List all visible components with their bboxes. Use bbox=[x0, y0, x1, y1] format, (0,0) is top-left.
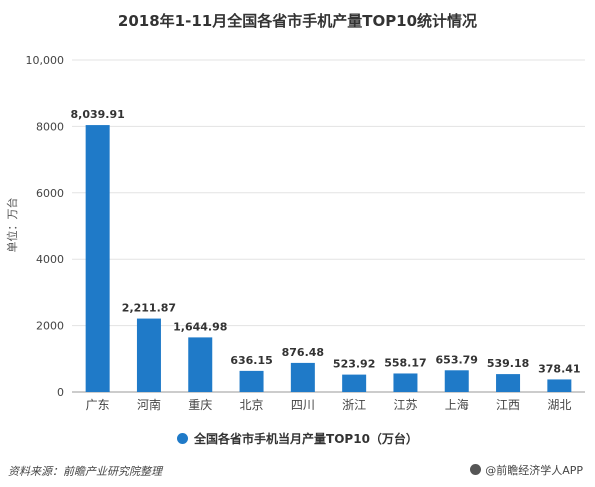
bar bbox=[188, 337, 213, 392]
data-label: 1,644.98 bbox=[173, 320, 227, 333]
legend-swatch-icon bbox=[177, 433, 189, 444]
legend-label: 全国各省市手机当月产量TOP10（万台） bbox=[194, 432, 418, 446]
x-tick-label: 四川 bbox=[291, 398, 315, 412]
brand-label: @前瞻经济学人APP bbox=[485, 464, 583, 477]
data-labels: 8,039.91 2,211.87 1,644.98 636.15 876.48 523.… bbox=[71, 108, 581, 375]
bar bbox=[136, 318, 161, 392]
data-label: 378.41 bbox=[538, 362, 580, 375]
x-axis-ticks: 广东 河南 重庆 北京 四川 浙江 江苏 上海 江西 湖北 bbox=[86, 397, 572, 412]
data-label: 539.18 bbox=[487, 357, 529, 370]
bar bbox=[239, 370, 264, 392]
brand-note: @前瞻经济学人APP bbox=[470, 462, 583, 478]
data-label: 876.48 bbox=[282, 346, 324, 359]
x-tick-label: 河南 bbox=[137, 397, 161, 412]
data-label: 2,211.87 bbox=[122, 302, 176, 315]
x-tick-label: 江苏 bbox=[393, 398, 417, 412]
data-label: 8,039.91 bbox=[71, 108, 125, 121]
y-tick-label: 4000 bbox=[36, 253, 64, 266]
source-note: 资料来源：前瞻产业研究院整理 bbox=[8, 465, 162, 478]
y-tick-label: 2000 bbox=[36, 320, 64, 333]
x-tick-label: 湖北 bbox=[547, 397, 571, 412]
data-label: 636.15 bbox=[230, 354, 272, 367]
y-axis-ticks: 0 2000 4000 6000 8000 10,000 bbox=[26, 54, 65, 399]
brand-logo-icon bbox=[470, 464, 482, 475]
bar bbox=[290, 362, 315, 392]
y-tick-label: 0 bbox=[57, 386, 64, 399]
y-tick-label: 8000 bbox=[36, 120, 64, 133]
legend: 全国各省市手机当月产量TOP10（万台） bbox=[0, 430, 595, 447]
bar bbox=[342, 374, 367, 392]
data-label: 653.79 bbox=[436, 353, 478, 366]
x-tick-label: 上海 bbox=[445, 397, 469, 412]
bar bbox=[547, 379, 572, 392]
bar bbox=[85, 125, 110, 393]
x-tick-label: 江西 bbox=[496, 398, 520, 412]
chart-title: 2018年1-11月全国各省市手机产量TOP10统计情况 bbox=[117, 12, 478, 30]
x-tick-label: 广东 bbox=[86, 398, 110, 412]
bar bbox=[496, 374, 521, 392]
y-axis-label: 单位：万台 bbox=[6, 197, 19, 253]
bar bbox=[393, 373, 418, 392]
x-tick-label: 北京 bbox=[240, 398, 264, 412]
data-label: 523.92 bbox=[333, 358, 375, 371]
y-tick-label: 10,000 bbox=[26, 54, 65, 67]
bar bbox=[444, 370, 469, 392]
data-label: 558.17 bbox=[384, 356, 426, 369]
x-tick-label: 浙江 bbox=[342, 398, 366, 412]
x-tick-label: 重庆 bbox=[188, 398, 212, 412]
bars bbox=[85, 125, 572, 393]
y-tick-label: 6000 bbox=[36, 187, 64, 200]
